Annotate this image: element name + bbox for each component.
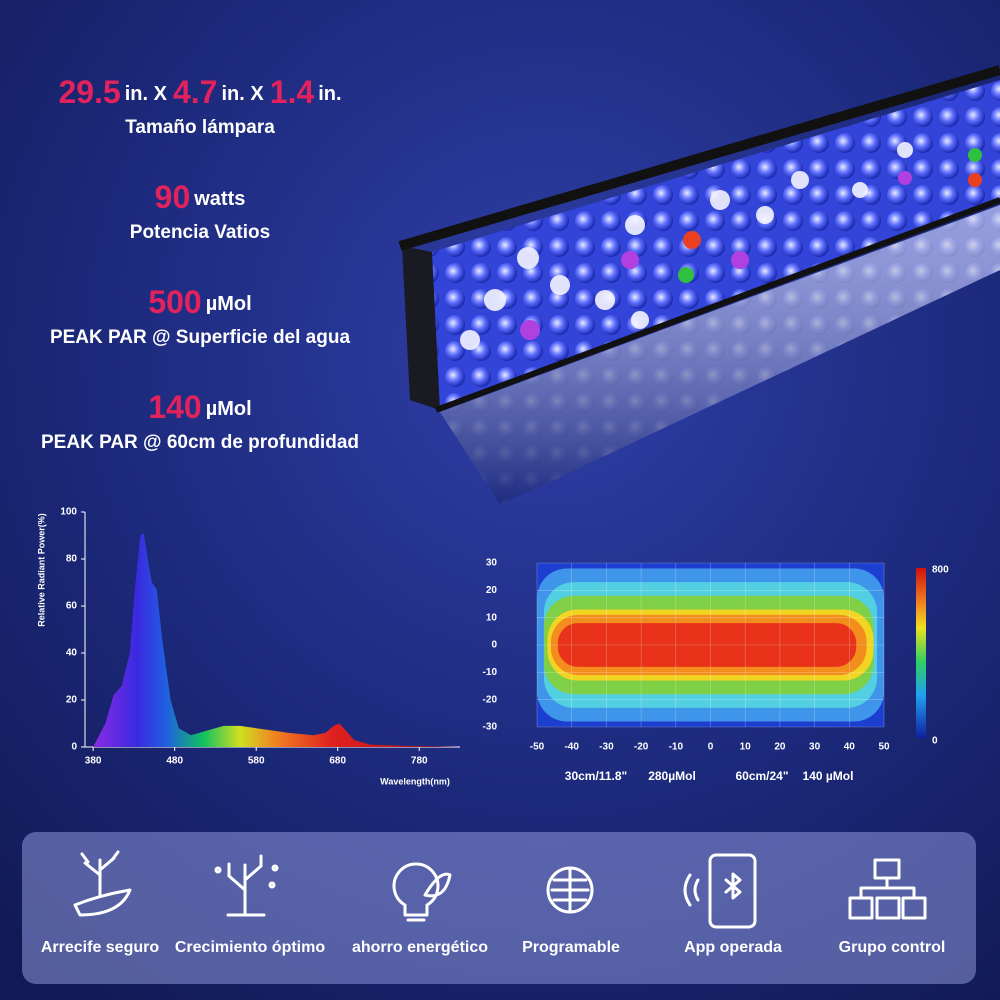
x-tick-label: 30 — [809, 742, 821, 753]
spec-unit: in. X — [125, 83, 168, 105]
x-tick-label: 0 — [708, 742, 714, 753]
x-tick-label: 40 — [844, 742, 856, 753]
colorbar-label: 800 — [932, 565, 949, 576]
feature-panel — [22, 832, 976, 984]
lamp-illustration — [398, 65, 1000, 505]
x-tick-label: -10 — [669, 742, 684, 753]
x-tick-label: 50 — [878, 742, 890, 753]
y-tick-label: 30 — [486, 558, 498, 569]
feature-icons — [73, 850, 927, 929]
x-tick-label: -40 — [564, 742, 579, 753]
x-tick-label: 680 — [329, 756, 346, 767]
spec-label: Potencia Vatios — [130, 222, 270, 243]
heat-zone — [557, 623, 857, 667]
spec-number: 140 — [148, 389, 201, 425]
feature-label: Programable — [522, 939, 620, 956]
spec-number: 500 — [148, 284, 201, 320]
y-tick-label: 100 — [60, 507, 77, 518]
spectrum-area — [93, 533, 461, 747]
spec-label: Tamaño lámpara — [125, 117, 275, 138]
x-tick-label: 480 — [166, 756, 183, 767]
spec-value-line: 29.5 in. X 4.7 in. X 1.4 in. — [58, 74, 341, 110]
spec-unit: watts — [193, 188, 245, 210]
x-tick-label: -30 — [599, 742, 614, 753]
caption: 280µMol — [648, 769, 696, 783]
x-tick-label: 580 — [248, 756, 265, 767]
y-tick-label: -20 — [483, 694, 498, 705]
colorbar-label: 0 — [932, 736, 938, 747]
y-tick-label: 60 — [66, 601, 78, 612]
spec-number: 90 — [155, 179, 191, 215]
x-tick-label: 780 — [411, 756, 428, 767]
spec-unit: in. — [318, 83, 341, 105]
spec-number: 4.7 — [173, 74, 217, 110]
y-tick-label: 0 — [491, 640, 497, 651]
x-tick-label: 380 — [85, 756, 102, 767]
colorbar — [916, 568, 926, 738]
spec-label: PEAK PAR @ Superficie del agua — [50, 327, 351, 348]
spec-unit: µMol — [206, 293, 252, 315]
feature-label: App operada — [684, 939, 782, 956]
y-tick-label: 10 — [486, 612, 498, 623]
x-tick-label: -50 — [530, 742, 545, 753]
y-tick-label: -30 — [483, 722, 498, 733]
spec-number: 29.5 — [58, 74, 120, 110]
spec-unit: in. X — [221, 83, 264, 105]
caption: 60cm/24" — [735, 769, 788, 783]
spec-value-line: 140 µMol — [148, 389, 251, 425]
x-tick-label: 20 — [774, 742, 786, 753]
y-tick-label: 0 — [71, 742, 77, 753]
spec-value-line: 500 µMol — [148, 284, 251, 320]
caption: 140 µMol — [803, 769, 854, 783]
y-tick-label: -10 — [483, 667, 498, 678]
spec-number: 1.4 — [270, 74, 315, 110]
feature-label: Grupo control — [839, 939, 946, 956]
y-axis-label: Relative Radiant Power(%) — [36, 513, 46, 627]
y-tick-label: 80 — [66, 554, 78, 565]
caption: 30cm/11.8" — [565, 769, 627, 783]
feature-label: ahorro energético — [352, 939, 488, 956]
feature-label: Crecimiento óptimo — [175, 939, 325, 956]
y-tick-label: 20 — [66, 695, 78, 706]
x-tick-label: 10 — [740, 742, 752, 753]
x-axis-label: Wavelength(nm) — [380, 776, 450, 786]
spec-value-line: 90 watts — [155, 179, 246, 215]
x-tick-label: -20 — [634, 742, 649, 753]
spec-unit: µMol — [206, 398, 252, 420]
y-tick-label: 20 — [486, 585, 498, 596]
feature-label: Arrecife seguro — [41, 939, 159, 956]
y-tick-label: 40 — [66, 648, 78, 659]
spec-label: PEAK PAR @ 60cm de profundidad — [41, 432, 359, 453]
